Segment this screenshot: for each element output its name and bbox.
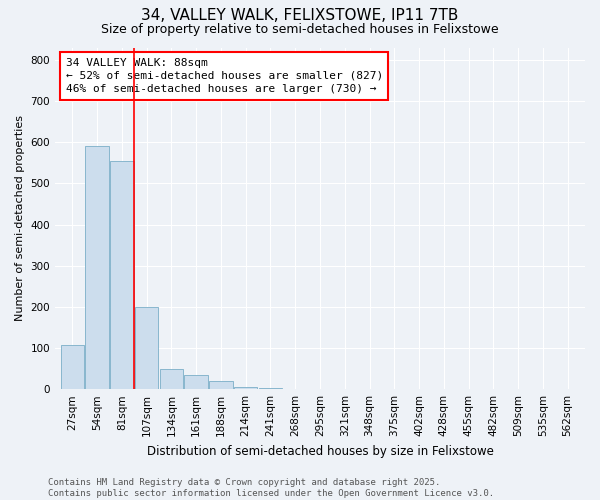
Bar [160,368,183,389]
Bar [110,160,134,389]
Text: 34 VALLEY WALK: 88sqm
← 52% of semi-detached houses are smaller (827)
46% of sem: 34 VALLEY WALK: 88sqm ← 52% of semi-deta… [65,58,383,94]
X-axis label: Distribution of semi-detached houses by size in Felixstowe: Distribution of semi-detached houses by … [146,444,493,458]
Y-axis label: Number of semi-detached properties: Number of semi-detached properties [15,116,25,322]
Text: 34, VALLEY WALK, FELIXSTOWE, IP11 7TB: 34, VALLEY WALK, FELIXSTOWE, IP11 7TB [142,8,458,22]
Bar [259,388,282,389]
Bar [85,146,109,389]
Text: Size of property relative to semi-detached houses in Felixstowe: Size of property relative to semi-detach… [101,22,499,36]
Bar [234,387,257,389]
Bar [135,307,158,389]
Bar [184,375,208,389]
Text: Contains HM Land Registry data © Crown copyright and database right 2025.
Contai: Contains HM Land Registry data © Crown c… [48,478,494,498]
Bar [209,381,233,389]
Bar [61,345,84,389]
